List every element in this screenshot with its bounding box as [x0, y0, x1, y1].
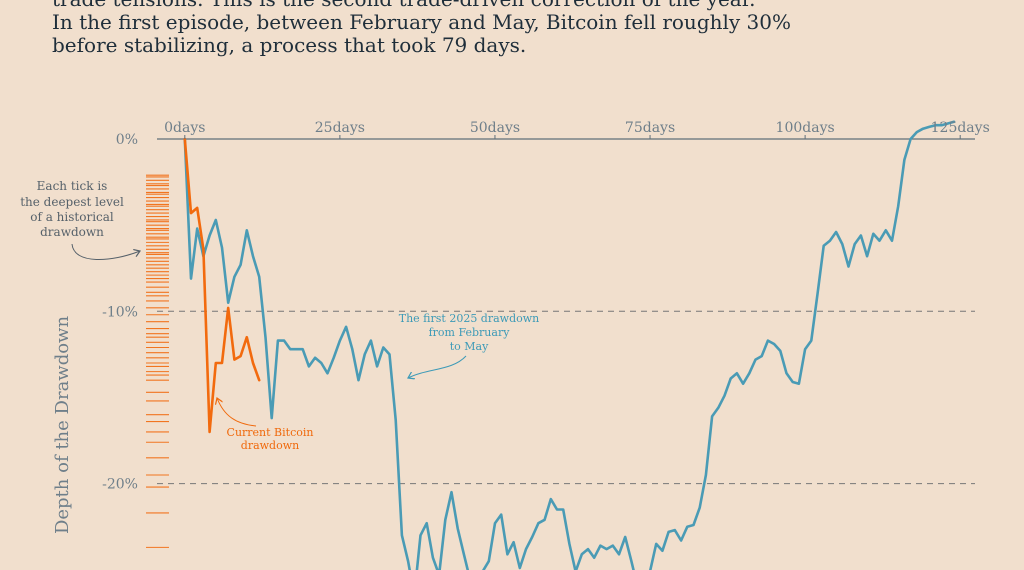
annotation-current: Current Bitcoin drawdown [217, 398, 313, 452]
annotation-first-arrow [408, 355, 467, 378]
historical-drawdown-ticks [146, 174, 169, 548]
annotation-historical-arrow [71, 243, 140, 260]
annotation-first-line-2: to May [450, 340, 489, 353]
annotation-current-arrow [217, 398, 257, 427]
series-line-first-2025-drawdown [183, 120, 956, 570]
intro-text: trade tensions. This is the second trade… [52, 0, 1012, 57]
annotation-historical-line-3: drawdown [40, 225, 104, 239]
intro-line-1: In the first episode, between February a… [52, 10, 792, 34]
intro-line-2: before stabilizing, a process that took … [52, 33, 527, 57]
annotation-historical-line-2: of a historical [30, 210, 114, 224]
y-tick-label-0: 0% [116, 132, 138, 148]
annotation-historical-line-1: the deepest level [20, 195, 124, 209]
annotation-current-line-1: drawdown [241, 439, 299, 452]
y-tick-label-2: -20% [102, 477, 138, 493]
y-axis-title: Depth of the Drawdown [52, 316, 73, 535]
series-layer [183, 120, 956, 570]
annotation-historical-line-0: Each tick is [37, 179, 108, 193]
x-tick-label-1: 25days [315, 120, 365, 136]
grid-layer [157, 138, 975, 485]
x-tick-label-2: 50days [470, 120, 520, 136]
annotation-current-line-0: Current Bitcoin [227, 426, 314, 439]
x-tick-label-4: 100days [776, 120, 835, 136]
annotation-historical: Each tick is the deepest level of a hist… [20, 179, 140, 260]
x-tick-label-0: 0days [164, 120, 205, 136]
series-line-current-drawdown [183, 137, 261, 434]
y-tick-label-1: -10% [102, 304, 138, 320]
x-tick-label-5: 125days [931, 120, 990, 136]
axis-labels: 0% -10% -20% 0days 25days 50days 75days 100days… [102, 120, 990, 493]
annotation-first-line-1: from February [429, 326, 511, 339]
x-tick-label-3: 75days [625, 120, 675, 136]
annotation-first-line-0: The first 2025 drawdown [399, 312, 540, 325]
annotation-first-drawdown: The first 2025 drawdown from February to… [399, 312, 540, 378]
intro-line-0: trade tensions. This is the second trade… [52, 0, 1012, 11]
